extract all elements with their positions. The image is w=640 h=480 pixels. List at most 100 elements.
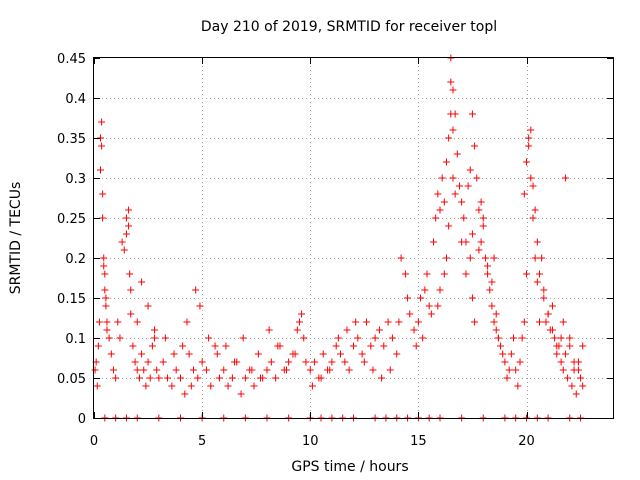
data-point [410,326,418,334]
data-point [109,366,117,374]
data-point [354,334,362,342]
data-point [505,366,513,374]
data-point [564,374,572,382]
data-point [490,318,498,326]
data-point [126,270,134,278]
y-tick-label: 0.25 [57,212,86,227]
data-point [466,254,474,262]
data-point [535,318,543,326]
data-point [477,198,485,206]
data-point [430,238,438,246]
data-point [499,350,507,358]
data-point [557,358,565,366]
data-point [423,270,431,278]
chart-title: Day 210 of 2019, SRMTID for receiver top… [201,19,497,35]
data-point [455,182,463,190]
data-point [449,86,457,94]
data-point [380,342,388,350]
data-point [479,214,487,222]
data-point [189,366,197,374]
data-point [497,342,505,350]
data-point [535,270,543,278]
data-point [153,366,161,374]
data-point [144,302,152,310]
data-point [285,358,293,366]
data-point [319,350,327,358]
data-point [254,350,262,358]
data-point [120,246,128,254]
data-point [300,334,308,342]
data-point [561,174,569,182]
data-point [566,342,574,350]
y-tick-label: 0.1 [65,332,86,347]
data-point [250,382,258,390]
data-point [458,198,466,206]
data-point [341,358,349,366]
data-point [326,366,334,374]
data-point [298,310,306,318]
data-point [155,374,163,382]
data-point [99,190,107,198]
x-tick-label: 15 [410,434,427,449]
data-point [239,334,247,342]
data-point [477,238,485,246]
data-point [114,318,122,326]
data-point [518,334,526,342]
data-point [579,382,587,390]
data-point [484,270,492,278]
data-point [272,374,280,382]
data-point [475,246,483,254]
data-point [442,254,450,262]
data-point [417,294,425,302]
data-point [544,310,552,318]
data-point [222,342,230,350]
data-point [471,318,479,326]
data-point [291,350,299,358]
data-point [432,214,440,222]
x-tick-labels: 0 5 10 15 20 [90,434,535,449]
data-point [375,326,383,334]
plot-frame [93,57,614,419]
data-point [306,366,314,374]
data-point [125,206,133,214]
data-point [146,374,154,382]
data-point [93,382,101,390]
data-point [516,358,524,366]
x-tick-label: 0 [90,434,98,449]
data-point [164,374,172,382]
data-point [440,270,448,278]
data-point [468,294,476,302]
data-point [133,366,141,374]
data-point [490,254,498,262]
data-point [207,382,215,390]
data-point [101,270,109,278]
data-point [484,262,492,270]
data-point [332,342,340,350]
data-point [520,190,528,198]
data-point [352,318,360,326]
data-point [447,78,455,86]
data-point [492,310,500,318]
data-point [103,318,111,326]
data-point [453,150,461,158]
data-point [434,190,442,198]
data-point [436,286,444,294]
data-point [122,230,130,238]
data-point [540,286,548,294]
data-point [100,262,108,270]
data-point [527,126,535,134]
data-point [427,310,435,318]
data-point [140,366,148,374]
data-point [559,366,567,374]
data-point [168,382,176,390]
data-point [572,390,580,398]
data-point [183,318,191,326]
data-point [94,342,102,350]
data-point [215,374,223,382]
data-point [507,350,515,358]
data-point [538,254,546,262]
data-point [194,374,202,382]
y-tick-label: 0.2 [65,252,86,267]
data-point [138,350,146,358]
data-point [462,270,470,278]
